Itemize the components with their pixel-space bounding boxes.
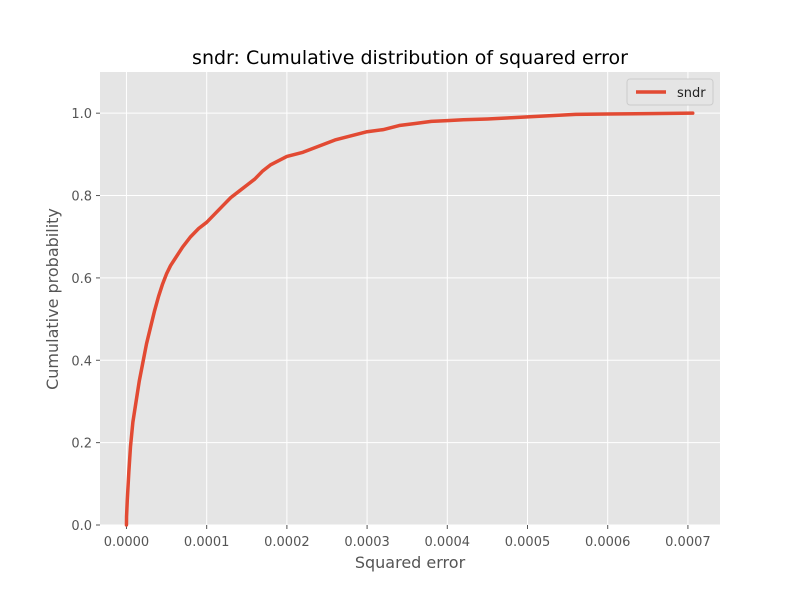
legend-label-sndr: sndr: [677, 86, 706, 101]
series-line-sndr: [124, 111, 695, 527]
x-axis-ticks: 0.0000 0.0001 0.0002 0.0003 0.0004 0.0005 0.00…: [104, 525, 711, 550]
grid-lines: [100, 72, 720, 526]
x-tick-label: 0.0001: [184, 535, 230, 550]
x-tick-label: 0.0000: [104, 535, 150, 550]
y-tick-label: 0.6: [71, 272, 92, 287]
plot-area: [100, 72, 720, 525]
y-tick-label: 0.4: [71, 354, 92, 369]
x-tick-label: 0.0006: [585, 535, 631, 550]
x-axis-label: Squared error: [355, 553, 466, 572]
y-tick-label: 0.8: [71, 190, 92, 205]
y-axis-label: Cumulative probability: [43, 208, 62, 390]
x-tick-label: 0.0003: [344, 535, 390, 550]
x-tick-label: 0.0002: [264, 535, 310, 550]
y-tick-label: 0.2: [71, 437, 92, 452]
x-tick-label: 0.0004: [425, 535, 471, 550]
y-tick-label: 0.0: [71, 519, 92, 534]
legend: sndr: [626, 78, 714, 106]
legend-box: [626, 78, 714, 106]
x-tick-label: 0.0005: [505, 535, 551, 550]
series-lines: [124, 111, 695, 527]
chart-title: sndr: Cumulative distribution of squared…: [192, 47, 628, 69]
y-axis-ticks: 0.0 0.2 0.4 0.6 0.8 1.0: [71, 107, 100, 534]
x-tick-label: 0.0007: [665, 535, 711, 550]
y-tick-label: 1.0: [71, 107, 92, 122]
